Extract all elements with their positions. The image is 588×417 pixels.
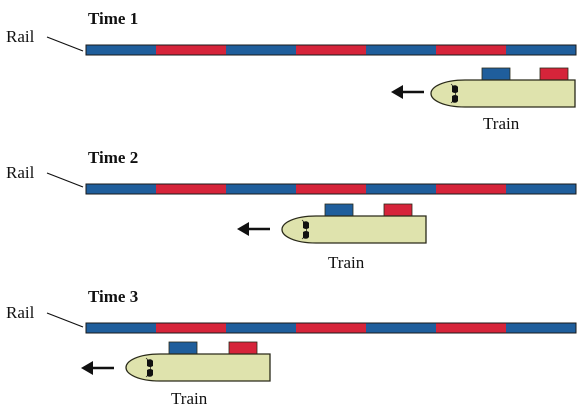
train <box>430 67 576 108</box>
arrow-left-icon <box>81 361 114 375</box>
rail-pointer-line <box>46 36 84 52</box>
rail-segment-red <box>156 323 226 333</box>
rail <box>85 44 577 56</box>
train-magnet-red <box>539 67 569 81</box>
train-magnet-red <box>228 341 258 355</box>
rail-segment-blue <box>86 45 156 55</box>
rail-segment-red <box>156 184 226 194</box>
rail-segment-red <box>436 323 506 333</box>
rail-segment-red <box>156 45 226 55</box>
train-label: Train <box>328 253 365 272</box>
panel-title: Time 3 <box>88 287 138 306</box>
rail-segment-blue <box>506 184 576 194</box>
rail-segment-blue <box>86 323 156 333</box>
arrow-left-icon <box>391 85 424 99</box>
rail-label: Rail <box>6 163 35 182</box>
train-magnet-blue <box>168 341 198 355</box>
train-window-icon <box>450 83 458 104</box>
rail-label: Rail <box>6 27 35 46</box>
rail-segment-blue <box>226 323 296 333</box>
train <box>281 203 427 244</box>
rail-pointer-line <box>46 172 84 188</box>
rail <box>85 183 577 195</box>
rail-segment-blue <box>366 323 436 333</box>
rail-segment-red <box>296 323 366 333</box>
rail-segment-blue <box>506 45 576 55</box>
rail-segment-blue <box>366 45 436 55</box>
panel-time-1: Time 1 Rail Train <box>6 9 577 133</box>
rail-segment-blue <box>226 45 296 55</box>
train-label: Train <box>171 389 208 408</box>
rail-segment-red <box>296 184 366 194</box>
train <box>125 341 271 382</box>
rail-label: Rail <box>6 303 35 322</box>
rail-segment-blue <box>226 184 296 194</box>
train-body <box>125 353 271 382</box>
rail <box>85 322 577 334</box>
train-magnet-blue <box>324 203 354 217</box>
train-magnet-blue <box>481 67 511 81</box>
rail-segment-blue <box>86 184 156 194</box>
rail-segment-red <box>436 184 506 194</box>
train-window-icon <box>145 357 153 378</box>
panel-time-2: Time 2 Rail Train <box>6 148 577 272</box>
rail-outline <box>85 183 577 195</box>
train-body <box>281 215 427 244</box>
rail-outline <box>85 322 577 334</box>
train-magnet-red <box>383 203 413 217</box>
rail-segment-red <box>436 45 506 55</box>
rail-segment-red <box>296 45 366 55</box>
rail-pointer-line <box>46 312 84 328</box>
rail-outline <box>85 44 577 56</box>
train-window-icon <box>301 219 309 240</box>
train-label: Train <box>483 114 520 133</box>
arrow-left-icon <box>237 222 270 236</box>
rail-segment-blue <box>506 323 576 333</box>
rail-segment-blue <box>366 184 436 194</box>
train-body <box>430 79 576 108</box>
panel-title: Time 2 <box>88 148 138 167</box>
panel-title: Time 1 <box>88 9 138 28</box>
panel-time-3: Time 3 Rail Train <box>6 287 577 408</box>
